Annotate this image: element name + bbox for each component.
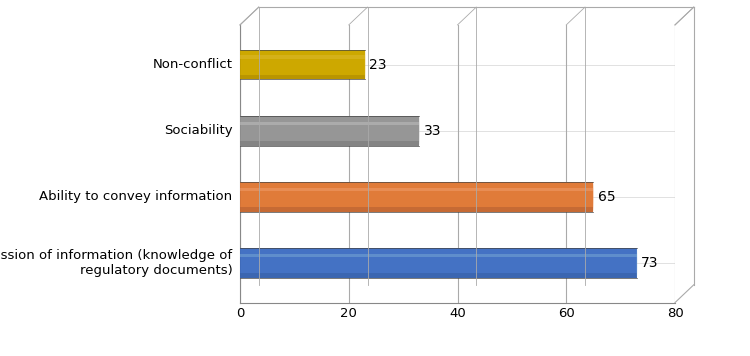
Bar [240,116,419,146]
Text: Ability to convey information: Ability to convey information [39,190,232,203]
Bar [240,50,365,79]
Bar [240,56,365,59]
Bar [240,207,593,212]
Text: Non-conflict: Non-conflict [152,58,232,71]
Bar [240,188,593,191]
Text: 23: 23 [370,58,387,72]
Bar [240,273,637,278]
Bar [240,248,637,278]
Text: 33: 33 [424,124,441,138]
Bar [240,254,637,257]
Bar [240,141,419,146]
Text: 65: 65 [598,190,616,204]
Text: 73: 73 [641,256,658,270]
Bar [240,121,419,125]
Bar [240,75,365,79]
Text: Sociability: Sociability [164,124,232,137]
Bar [240,182,593,212]
Text: Possession of information (knowledge of
regulatory documents): Possession of information (knowledge of … [0,249,232,277]
